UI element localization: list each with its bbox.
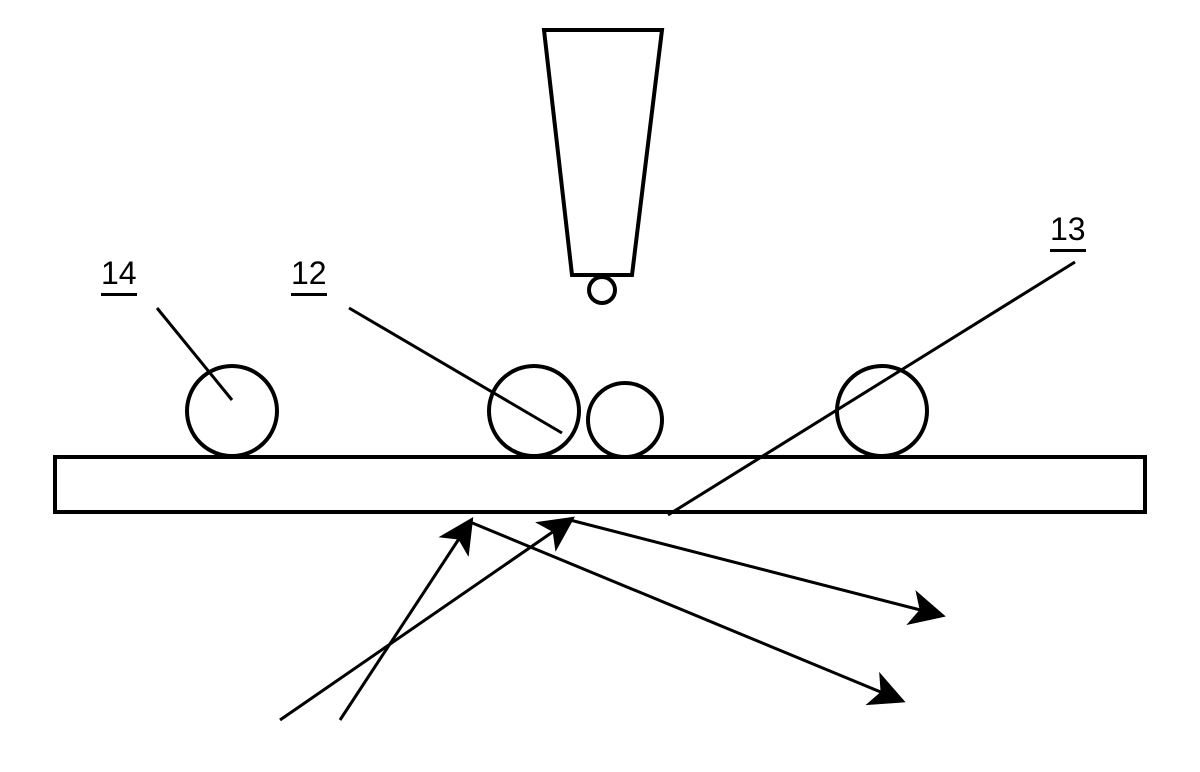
ray-incoming-left-2 <box>340 522 470 720</box>
technical-diagram: 14 12 13 <box>0 0 1200 767</box>
nozzle-body <box>544 30 662 275</box>
ray-incoming-left <box>280 520 570 720</box>
leader-line-12 <box>349 308 562 433</box>
droplet-icon <box>589 277 615 303</box>
label-12: 12 <box>291 255 327 292</box>
droplet-on-substrate-2 <box>489 366 579 456</box>
leader-line-13 <box>668 262 1075 515</box>
label-13-text: 13 <box>1050 211 1086 252</box>
diagram-svg <box>0 0 1200 767</box>
substrate-plate <box>55 457 1145 512</box>
label-14-text: 14 <box>101 255 137 296</box>
droplet-on-substrate-1 <box>187 366 277 456</box>
label-14: 14 <box>101 255 137 292</box>
label-13: 13 <box>1050 211 1086 248</box>
ray-reflected-right-2 <box>570 520 940 615</box>
droplet-on-substrate-3 <box>588 383 662 457</box>
label-12-text: 12 <box>291 255 327 296</box>
droplet-on-substrate-4 <box>837 366 927 456</box>
